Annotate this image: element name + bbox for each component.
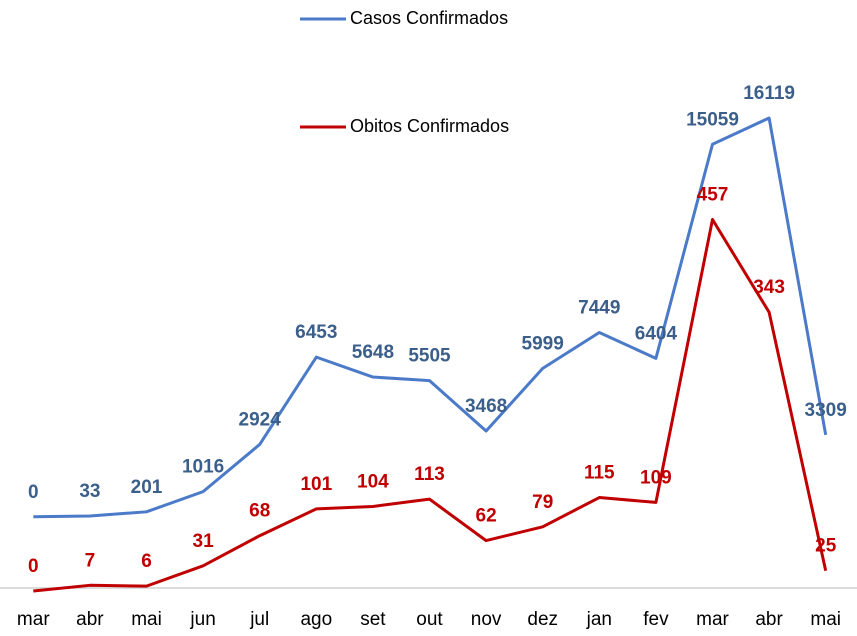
data-label: 16119 <box>743 83 795 104</box>
x-tick-label: fev <box>643 609 669 630</box>
x-tick-label: jun <box>189 609 215 630</box>
data-label: 25 <box>815 536 837 557</box>
legend-label: Obitos Confirmados <box>350 116 509 136</box>
x-tick-label: ago <box>300 609 332 630</box>
data-label: 113 <box>414 464 445 485</box>
data-label: 6404 <box>635 323 678 344</box>
data-label: 115 <box>584 463 615 484</box>
x-tick-label: out <box>416 609 443 630</box>
x-tick-label: set <box>360 609 386 630</box>
data-label: 5505 <box>408 346 451 367</box>
x-tick-label: jul <box>249 609 269 630</box>
data-line <box>33 116 828 519</box>
data-label: 33 <box>79 481 100 502</box>
x-tick-label: mar <box>696 609 729 630</box>
x-tick-label: nov <box>471 609 502 630</box>
data-label: 68 <box>249 501 270 522</box>
data-label: 62 <box>476 506 497 527</box>
x-tick-label: mar <box>17 609 50 630</box>
data-label: 2924 <box>239 409 282 430</box>
data-label: 7449 <box>578 298 620 319</box>
x-tick-label: jan <box>586 609 612 630</box>
x-tick-label: abr <box>76 609 104 630</box>
data-label: 15059 <box>686 109 739 130</box>
data-label: 109 <box>640 467 672 488</box>
data-label: 0 <box>28 556 39 577</box>
data-label: 5648 <box>352 342 394 363</box>
data-label: 6 <box>141 551 152 572</box>
data-label: 7 <box>85 550 96 571</box>
data-label: 3309 <box>805 400 847 421</box>
legend-label: Casos Confirmados <box>350 8 508 28</box>
data-label: 343 <box>753 277 785 298</box>
data-label: 104 <box>357 471 389 492</box>
data-label: 6453 <box>295 322 337 343</box>
legend: Casos Confirmados Obitos Confirmados <box>300 8 509 136</box>
x-tick-label: abr <box>755 609 783 630</box>
data-label: 101 <box>300 474 332 495</box>
data-label: 201 <box>131 477 163 498</box>
x-tick-label: mai <box>131 609 162 630</box>
x-tick-label: mai <box>810 609 841 630</box>
data-line <box>33 218 828 593</box>
data-label: 31 <box>193 531 215 552</box>
data-label: 0 <box>28 482 39 503</box>
data-label: 1016 <box>182 457 224 478</box>
data-label: 457 <box>697 185 729 206</box>
data-label: 3468 <box>465 396 507 417</box>
data-label: 79 <box>532 492 553 513</box>
x-tick-label: dez <box>527 609 558 630</box>
data-label: 5999 <box>522 333 564 354</box>
